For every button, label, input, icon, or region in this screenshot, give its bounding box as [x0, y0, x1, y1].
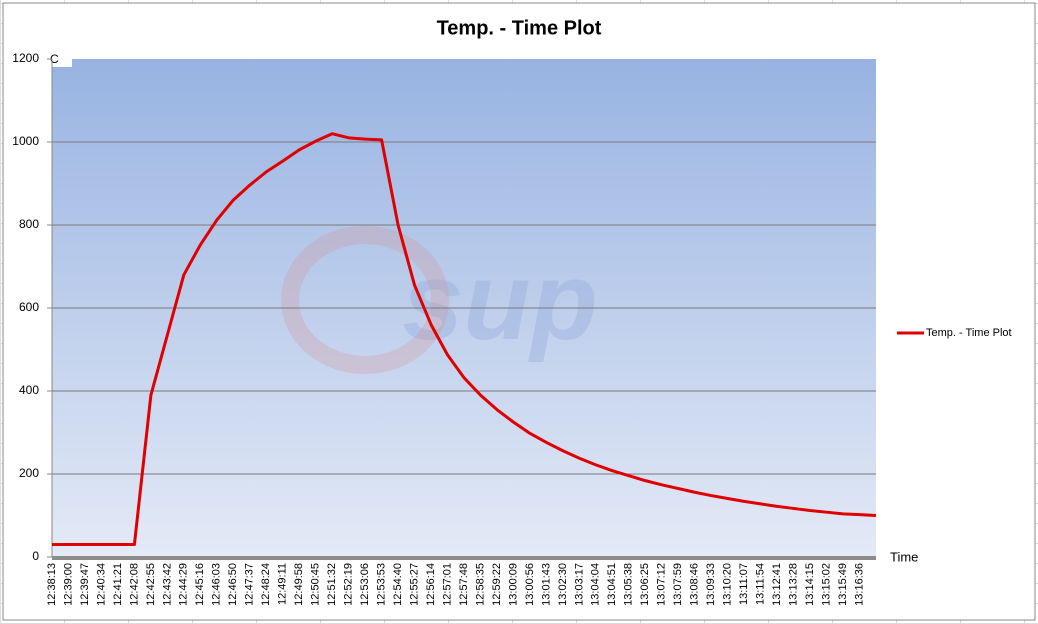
x-tick-label: 13:10:20: [722, 563, 734, 606]
x-tick-label: 13:15:49: [837, 563, 849, 606]
y-tick-label: 200: [19, 466, 39, 480]
x-tick-label: 12:51:32: [326, 563, 338, 606]
x-tick-label: 12:38:13: [46, 563, 58, 606]
x-tick-label: 12:48:24: [260, 563, 272, 606]
x-tick-label: 12:59:22: [491, 563, 503, 606]
x-tick-label: 13:11:07: [738, 563, 750, 605]
x-tick-label: 12:53:53: [376, 563, 388, 606]
x-tick-label: 12:39:47: [79, 563, 91, 606]
x-tick-label: 12:57:01: [441, 563, 453, 606]
x-tick-label: 12:44:29: [178, 563, 190, 606]
chart-title: Temp. - Time Plot: [437, 17, 602, 39]
x-tick-label: 13:07:59: [672, 563, 684, 606]
y-tick-label: 400: [19, 383, 39, 397]
x-tick-label: 13:00:09: [507, 563, 519, 606]
x-tick-label: 12:41:21: [112, 563, 124, 606]
x-tick-label: 12:55:27: [408, 563, 420, 606]
x-tick-label: 13:14:15: [804, 563, 816, 606]
y-axis-label: C: [50, 52, 59, 66]
y-tick-label: 1000: [12, 134, 39, 148]
x-tick-label: 12:42:55: [145, 563, 157, 606]
x-tick-label: 13:12:41: [771, 563, 783, 606]
x-tick-label: 13:04:04: [590, 563, 602, 606]
series-line: [52, 132, 877, 547]
x-tick-label: 13:09:33: [705, 563, 717, 606]
x-tick-label: 13:04:51: [606, 563, 618, 606]
x-tick-label: 13:02:30: [557, 563, 569, 606]
x-tick-label: 12:40:34: [95, 563, 107, 606]
x-tick-label: 12:47:37: [244, 563, 256, 606]
legend-label: Temp. - Time Plot: [926, 327, 1012, 339]
x-tick-label: 13:13:28: [788, 563, 800, 606]
x-tick-label: 12:39:00: [62, 563, 74, 606]
watermark: sup: [402, 240, 598, 363]
x-tick-label: 12:58:35: [474, 563, 486, 606]
x-tick-label: 12:49:11: [277, 563, 289, 605]
x-tick-label: 13:07:12: [656, 563, 668, 606]
x-tick-label: 13:03:17: [573, 563, 585, 606]
x-tick-label: 12:43:42: [161, 563, 173, 606]
watermark-logo: [281, 226, 449, 374]
x-tick-label: 13:00:56: [524, 563, 536, 606]
y-tick-label: 0: [32, 549, 39, 563]
x-tick-label: 13:08:46: [689, 563, 701, 606]
x-tick-label: 13:11:54: [755, 563, 767, 605]
x-tick-label: 12:52:19: [343, 563, 355, 606]
x-tick-label: 13:15:02: [820, 563, 832, 606]
y-tick-label: 800: [19, 217, 39, 231]
x-tick-label: 13:16:36: [853, 563, 865, 606]
x-tick-label: 12:46:50: [227, 563, 239, 606]
x-tick-label: 12:45:16: [194, 563, 206, 606]
x-tick-label: 12:49:58: [293, 563, 305, 606]
x-tick-label: 12:50:45: [310, 563, 322, 606]
x-tick-label: 12:42:08: [128, 563, 140, 606]
x-tick-label: 12:54:40: [392, 563, 404, 606]
x-tick-label: 12:53:06: [359, 563, 371, 606]
x-tick-label: 13:01:43: [540, 563, 552, 606]
x-tick-label: 13:05:38: [623, 563, 635, 606]
x-tick-label: 12:57:48: [458, 563, 470, 606]
y-tick-label: 1200: [12, 51, 39, 65]
x-tick-label: 13:06:25: [639, 563, 651, 606]
x-tick-label: 12:56:14: [425, 563, 437, 606]
y-tick-label: 600: [19, 300, 39, 314]
x-tick-label: 12:46:03: [211, 563, 223, 606]
x-axis-label: Time: [890, 549, 918, 564]
